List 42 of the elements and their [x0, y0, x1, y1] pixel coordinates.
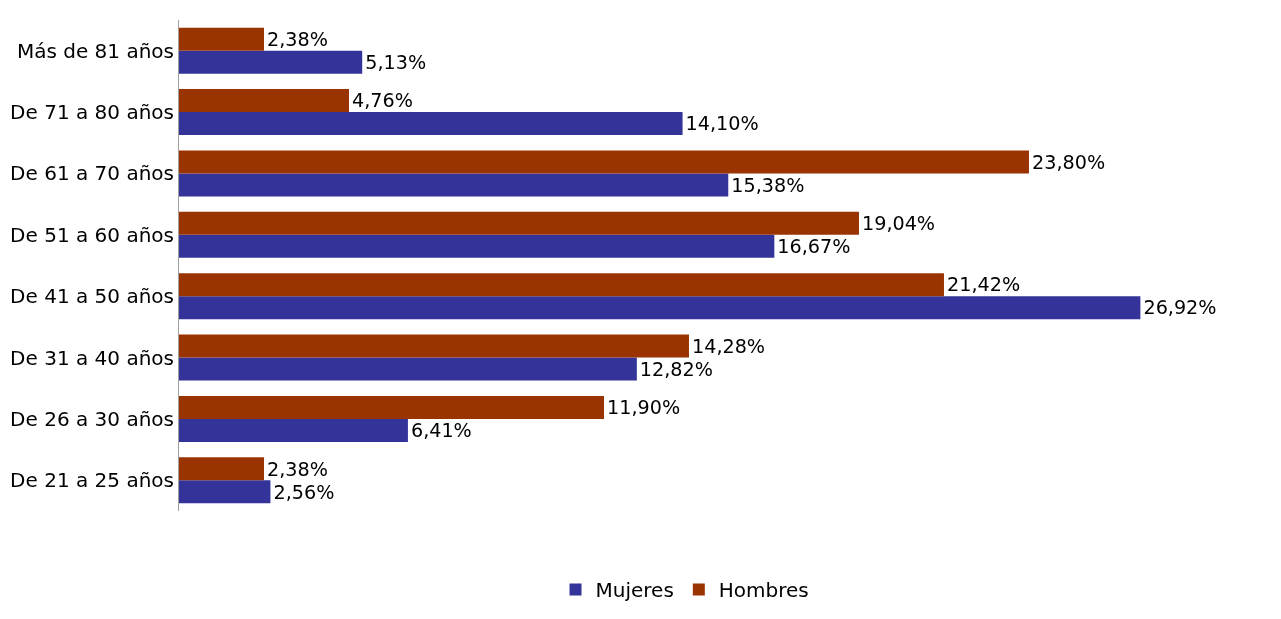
bar	[179, 50, 363, 74]
y-tick-label: De 41 a 50 años	[10, 284, 174, 309]
data-label: 23,80%	[1031, 150, 1106, 174]
data-label: 12,82%	[639, 357, 713, 381]
data-label: 16,67%	[777, 235, 851, 259]
data-label: 19,04%	[862, 212, 936, 236]
bar	[179, 89, 349, 113]
bar	[179, 296, 1141, 320]
data-label: 11,90%	[607, 396, 681, 420]
y-tick-label: De 61 a 70 años	[10, 161, 174, 186]
bar	[179, 112, 683, 136]
bar	[179, 418, 408, 442]
bar	[179, 150, 1029, 174]
bar	[179, 457, 264, 481]
bar	[179, 334, 689, 358]
bar	[179, 27, 264, 51]
legend-label: Mujeres	[595, 578, 674, 603]
data-label: 4,76%	[352, 89, 413, 113]
data-label: 14,10%	[685, 112, 759, 136]
y-tick-label: De 51 a 60 años	[10, 222, 174, 247]
y-tick-label: De 71 a 80 años	[10, 100, 174, 125]
y-tick-label: De 26 a 30 años	[10, 406, 174, 431]
y-tick-label: De 31 a 40 años	[10, 345, 174, 370]
data-label: 6,41%	[410, 419, 472, 443]
bar	[179, 480, 271, 504]
data-label: 15,38%	[731, 173, 805, 197]
legend-label: Hombres	[718, 578, 809, 603]
bar	[179, 234, 775, 258]
bar	[179, 211, 859, 235]
data-label: 26,92%	[1143, 296, 1217, 320]
y-tick-label: De 21 a 25 años	[10, 468, 174, 493]
bar	[179, 395, 604, 419]
bar	[179, 173, 729, 197]
data-label: 2,38%	[267, 27, 328, 51]
bar	[179, 273, 944, 297]
bar	[179, 357, 637, 381]
data-label: 2,56%	[273, 480, 335, 504]
data-label: 5,13%	[365, 50, 427, 74]
y-tick-label: Más de 81 años	[16, 38, 174, 63]
data-label: 2,38%	[267, 457, 328, 481]
data-label: 21,42%	[947, 273, 1021, 297]
data-label: 14,28%	[692, 334, 766, 358]
